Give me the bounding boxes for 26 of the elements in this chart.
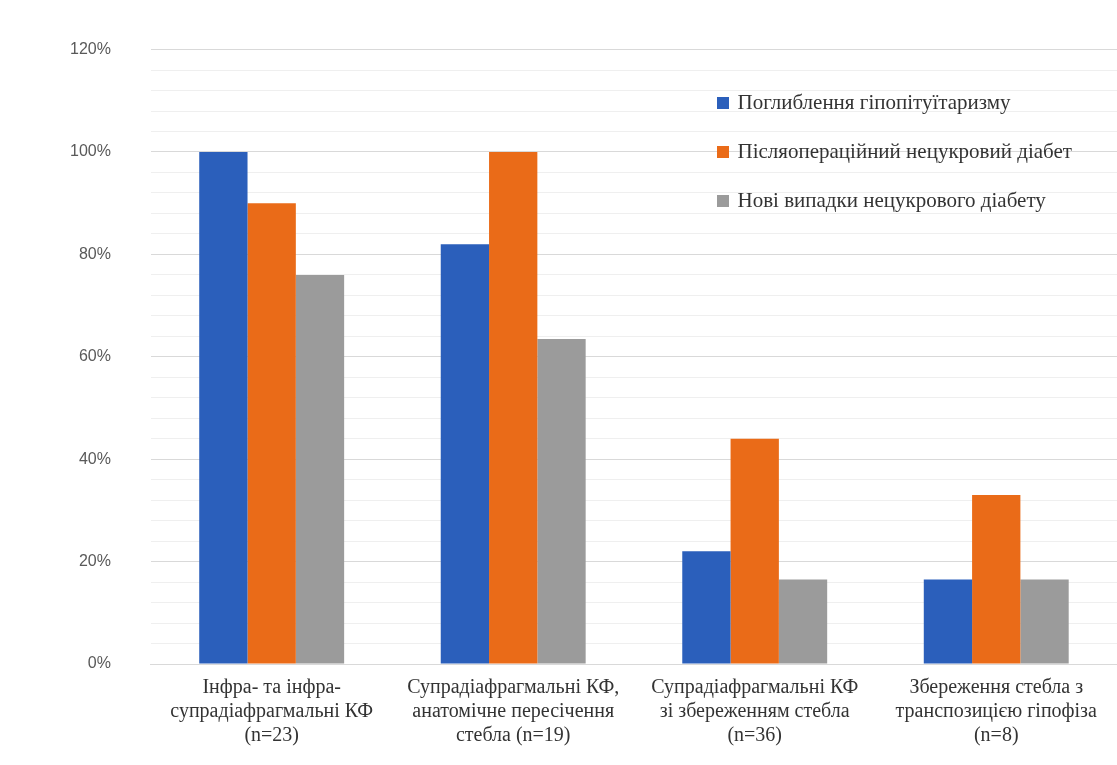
text: 0%: [87, 654, 111, 672]
bar: [537, 338, 586, 664]
y-tick-label: 60%: [78, 347, 111, 365]
x-tick-label: Супрадіафрагмальні КФ, анатомічне пересічення стебла (n=19): [407, 675, 620, 747]
bar: [972, 495, 1021, 664]
x-tick-label: Інфра- та інфра- супрадіафрагмальні КФ (n=23): [170, 675, 374, 747]
bar: [778, 579, 828, 664]
bar: [489, 152, 538, 664]
bar: [682, 551, 731, 664]
bar: [295, 274, 345, 664]
y-tick-label: 40%: [78, 449, 111, 467]
y-tick-label: 20%: [78, 552, 111, 570]
bar: [730, 438, 779, 664]
bar: [247, 203, 296, 664]
y-tick-label: 100%: [70, 142, 111, 160]
bar: [923, 579, 973, 664]
legend-label: Післяопераційний нецукровий діабет: [737, 139, 1072, 164]
y-tick-label: 120%: [70, 40, 111, 58]
y-tick-label: 80%: [78, 244, 111, 262]
bar: [1020, 579, 1069, 664]
bar: [440, 244, 490, 664]
x-tick-label: Збереження стебла з транспозицією гіпофіза (n=8): [895, 675, 1097, 747]
x-tick-label: Супрадіафрагмальні КФ зі збереженням стебла (n=36): [651, 675, 859, 747]
bar: [199, 152, 248, 664]
legend-label: Нові випадки нецукрового діабету: [737, 188, 1046, 213]
legend-label: Поглиблення гіпопітуїтаризму: [737, 90, 1011, 115]
